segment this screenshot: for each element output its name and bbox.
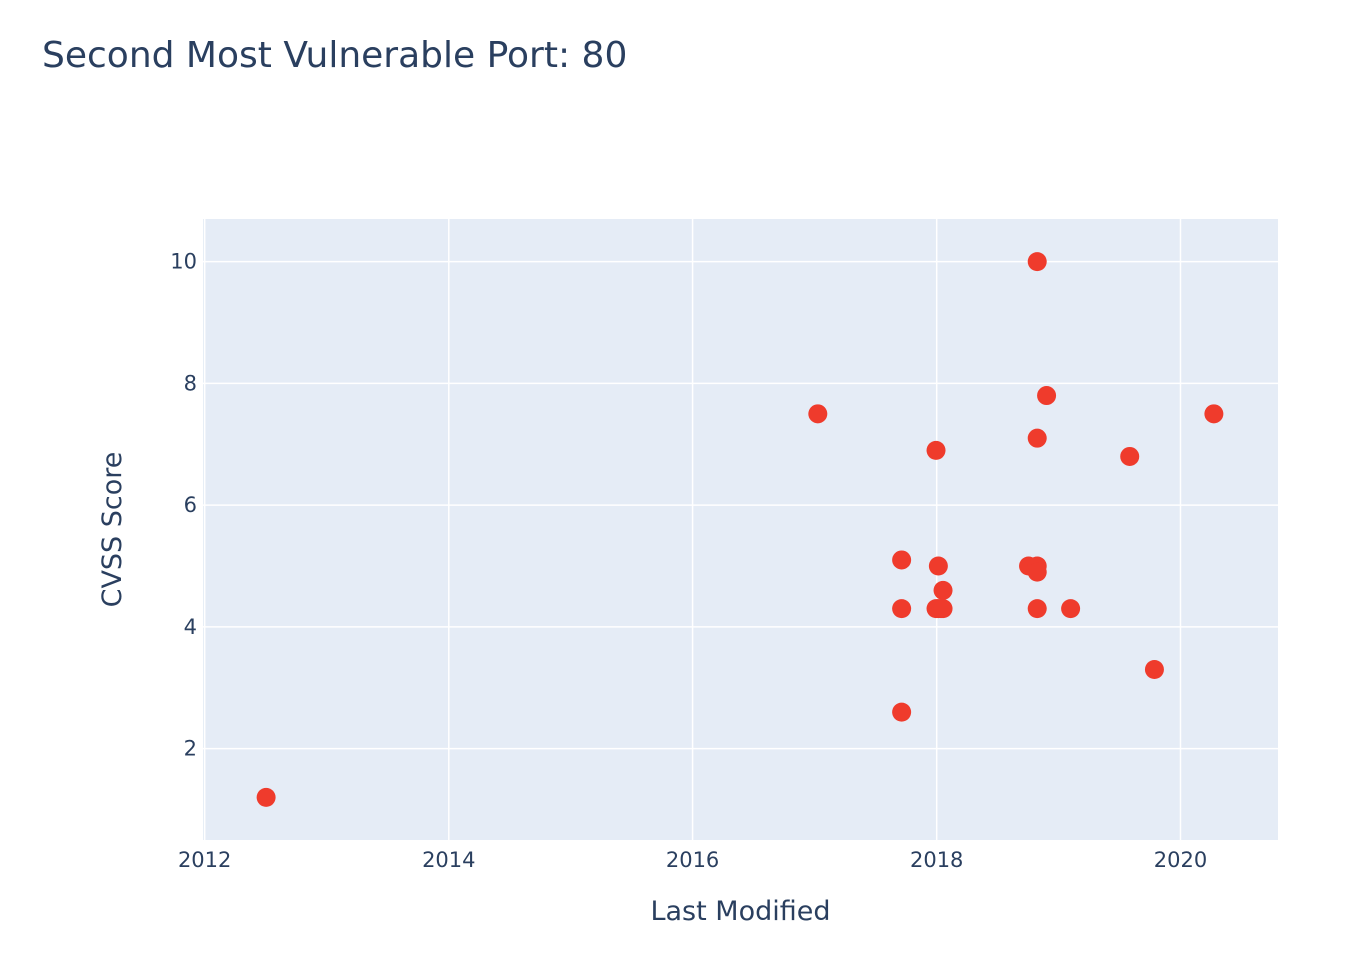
- plot-area: [203, 219, 1278, 840]
- data-point: [808, 404, 828, 424]
- data-point: [256, 787, 276, 807]
- y-tick-label: 10: [170, 250, 197, 274]
- data-point: [1027, 562, 1047, 582]
- data-point: [1204, 404, 1224, 424]
- y-tick-label: 6: [184, 493, 197, 517]
- y-tick-label: 4: [184, 615, 197, 639]
- tick-labels: 2012 2014 2016 2018 2020 2 4 6 8 10: [170, 250, 1207, 872]
- data-point: [1037, 386, 1057, 406]
- data-point: [1144, 660, 1164, 680]
- x-tick-label: 2020: [1154, 848, 1207, 872]
- data-point: [933, 599, 953, 619]
- data-point: [892, 550, 912, 570]
- y-tick-label: 2: [184, 737, 197, 761]
- data-point: [892, 599, 912, 619]
- x-tick-label: 2012: [178, 848, 231, 872]
- grid-lines: [203, 219, 1278, 840]
- data-point: [933, 580, 953, 600]
- data-point: [928, 556, 948, 576]
- data-point: [1027, 599, 1047, 619]
- data-point: [1061, 599, 1081, 619]
- x-tick-label: 2016: [666, 848, 719, 872]
- x-tick-label: 2014: [422, 848, 475, 872]
- data-point: [926, 440, 946, 460]
- data-point: [1027, 252, 1047, 272]
- y-axis-title: CVSS Score: [97, 452, 128, 608]
- y-tick-label: 8: [184, 371, 197, 395]
- data-point: [892, 702, 912, 722]
- data-point: [1120, 446, 1140, 466]
- data-points: [256, 252, 1224, 807]
- x-axis-title: Last Modified: [650, 896, 830, 927]
- chart-title: Second Most Vulnerable Port: 80: [42, 35, 627, 76]
- x-tick-label: 2018: [910, 848, 963, 872]
- data-point: [1027, 428, 1047, 448]
